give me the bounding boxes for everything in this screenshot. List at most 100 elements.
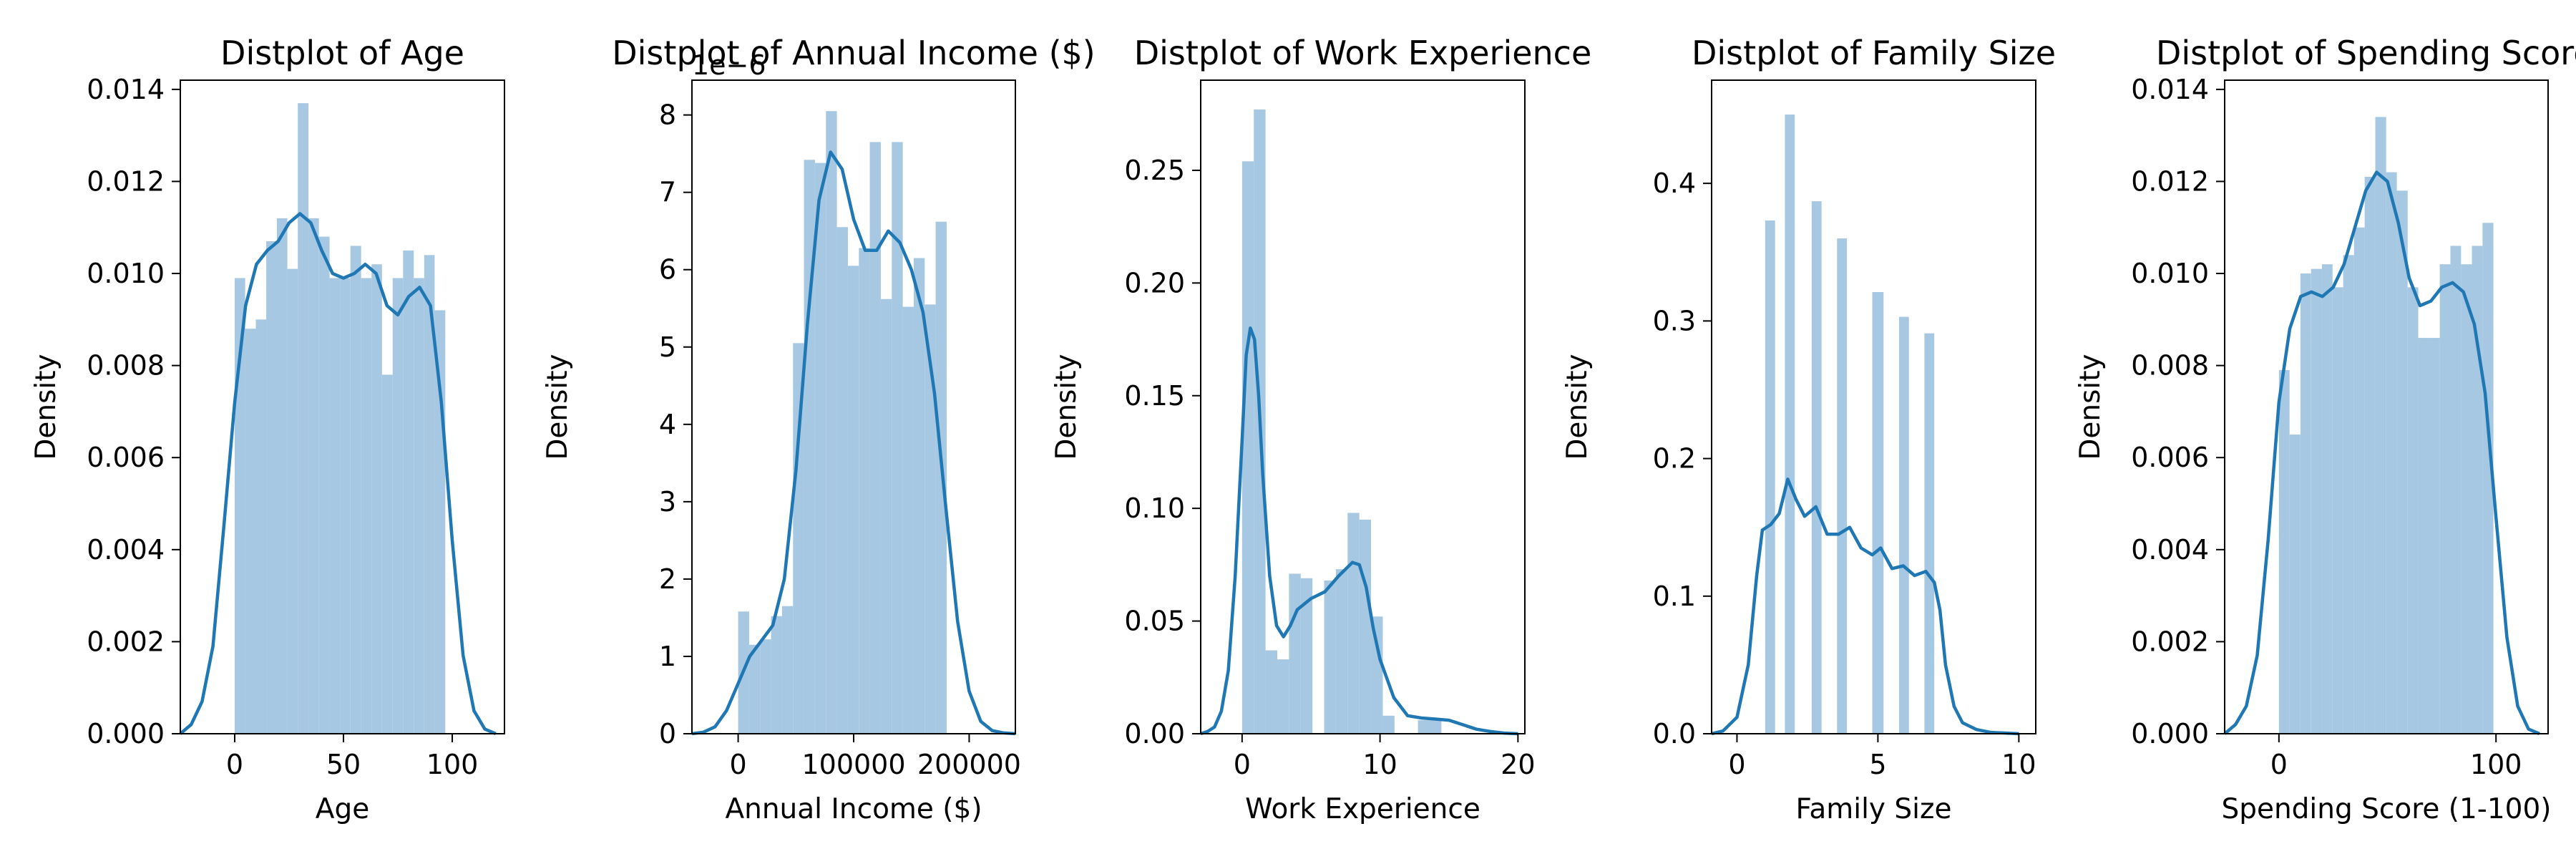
chart-title: Distplot of Work Experience bbox=[1134, 34, 1592, 72]
subplot-1: 0 50 100 0.000 0.002 0.004 0.006 0.008 0.010 0.01… bbox=[30, 34, 505, 825]
chart-title: Distplot of Family Size bbox=[1692, 34, 2056, 72]
axes-frame bbox=[2224, 79, 2549, 734]
hist-bar bbox=[2482, 223, 2494, 734]
chart-title: Distplot of Annual Income ($) bbox=[612, 34, 1096, 72]
subplot-4: 0 5 10 0.0 0.1 0.2 0.3 0.4 Distplot of Family Si… bbox=[1561, 34, 2056, 825]
y-axis-label: Density bbox=[1050, 354, 1083, 460]
hist-bar bbox=[902, 306, 914, 734]
x-axis-label: Spending Score (1-100) bbox=[2221, 793, 2551, 825]
axes-frame bbox=[1711, 79, 2036, 734]
hist-bar bbox=[361, 278, 372, 734]
hist-bar bbox=[392, 278, 404, 734]
hist-bar bbox=[1924, 333, 1935, 734]
y-tick-label: 0.006 bbox=[87, 442, 165, 473]
hist-bar bbox=[804, 160, 815, 734]
hist-bar bbox=[847, 266, 859, 734]
y-tick-label: 3 bbox=[659, 486, 676, 518]
hist-bar bbox=[869, 142, 881, 734]
hist-bar bbox=[308, 218, 319, 734]
hist-bar bbox=[276, 218, 288, 734]
y-tick-label: 1 bbox=[659, 641, 676, 672]
x-tick-label: 100 bbox=[426, 749, 479, 780]
hist-bar bbox=[318, 236, 330, 734]
hist-bar bbox=[1277, 659, 1289, 734]
hist-bar bbox=[340, 278, 351, 734]
y-tick-label: 0.25 bbox=[1124, 155, 1185, 186]
y-tick-label: 0.008 bbox=[87, 350, 165, 382]
histogram-bars bbox=[1765, 115, 1935, 734]
hist-bar bbox=[1765, 220, 1775, 734]
hist-bar bbox=[2386, 172, 2397, 734]
y-tick-label: 0.012 bbox=[2131, 165, 2209, 197]
hist-bar bbox=[2396, 190, 2408, 734]
hist-bar bbox=[1418, 720, 1430, 734]
x-tick-label: 100000 bbox=[801, 749, 905, 780]
hist-bar bbox=[913, 258, 925, 734]
hist-bar bbox=[1371, 616, 1383, 734]
x-tick-label: 5 bbox=[1869, 749, 1886, 780]
axes-frame bbox=[1200, 79, 1526, 734]
y-tick-label: 7 bbox=[659, 177, 676, 208]
x-tick-label: 0 bbox=[2270, 749, 2288, 780]
x-tick-label: 0 bbox=[1728, 749, 1745, 780]
hist-bar bbox=[2450, 246, 2462, 734]
y-tick-label: 0.008 bbox=[2131, 350, 2209, 382]
kde-line bbox=[691, 150, 1016, 736]
x-tick-label: 0 bbox=[226, 749, 243, 780]
hist-bar bbox=[381, 374, 393, 734]
hist-bar bbox=[859, 248, 870, 734]
hist-bar bbox=[1382, 715, 1395, 734]
kde-line bbox=[1200, 326, 1518, 736]
hist-bar bbox=[2343, 255, 2354, 734]
y-tick-label: 0.010 bbox=[87, 258, 165, 289]
y-tick-label: 6 bbox=[659, 254, 676, 286]
hist-bar bbox=[1872, 292, 1884, 734]
y-tick-label: 0.1 bbox=[1653, 581, 1696, 612]
hist-bar bbox=[1335, 569, 1348, 734]
hist-bar bbox=[748, 644, 761, 734]
y-tick-label: 0.002 bbox=[87, 626, 165, 657]
kde-line bbox=[2223, 170, 2540, 736]
hist-bar bbox=[424, 255, 435, 734]
y-tick-label: 0.4 bbox=[1653, 168, 1696, 199]
hist-bar bbox=[1289, 573, 1301, 734]
hist-bar bbox=[771, 616, 782, 734]
x-axis-label: Age bbox=[316, 793, 369, 825]
hist-bar bbox=[434, 310, 446, 734]
hist-bar bbox=[414, 278, 424, 734]
subplot-2: 0 100000 200000 0 1 2 3 4 5 6 7 8 Distplot of Annual… bbox=[542, 34, 1096, 825]
hist-bar bbox=[1324, 580, 1336, 734]
y-tick-label: 0.15 bbox=[1124, 380, 1185, 412]
hist-bar bbox=[2300, 273, 2311, 734]
y-tick-label: 4 bbox=[659, 409, 676, 440]
hist-bar bbox=[826, 111, 837, 734]
y-axis-label: Density bbox=[2074, 354, 2107, 460]
hist-bar bbox=[1347, 513, 1360, 734]
hist-bar bbox=[1300, 578, 1313, 734]
x-tick-label: 50 bbox=[326, 749, 361, 780]
chart-title: Distplot of Age bbox=[220, 34, 464, 72]
y-tick-label: 8 bbox=[659, 100, 676, 131]
hist-bar bbox=[245, 329, 256, 734]
y-axis-label: Density bbox=[542, 354, 574, 460]
hist-bar bbox=[1811, 201, 1822, 734]
hist-bar bbox=[1429, 720, 1442, 734]
histogram-bars bbox=[738, 111, 947, 734]
hist-bar bbox=[880, 299, 892, 734]
chart-title: Distplot of Spending Score ( bbox=[2156, 34, 2576, 72]
y-axis-label: Density bbox=[30, 354, 62, 460]
hist-bar bbox=[2332, 287, 2343, 734]
y-tick-label: 0.000 bbox=[2131, 718, 2209, 749]
hist-bar bbox=[760, 639, 771, 734]
hist-bar bbox=[793, 343, 804, 734]
hist-bar bbox=[814, 162, 826, 734]
x-tick-label: 0 bbox=[1234, 749, 1251, 780]
hist-bar bbox=[371, 264, 382, 734]
y-tick-label: 0.006 bbox=[2131, 442, 2209, 473]
y-tick-label: 0.2 bbox=[1653, 443, 1696, 475]
y-tick-label: 0.20 bbox=[1124, 267, 1185, 299]
x-axis-label: Work Experience bbox=[1245, 793, 1480, 825]
y-tick-label: 0.0 bbox=[1653, 718, 1696, 749]
y-tick-label: 0 bbox=[659, 718, 676, 749]
